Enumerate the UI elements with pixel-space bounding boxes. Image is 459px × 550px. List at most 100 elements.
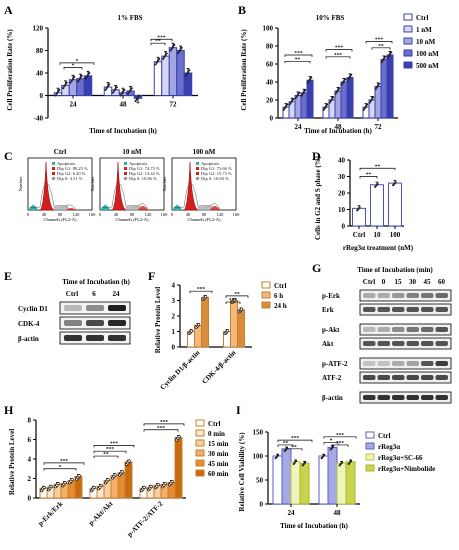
data-point	[69, 81, 72, 84]
blot-band	[377, 327, 390, 332]
data-point	[283, 449, 286, 453]
data-point	[120, 470, 124, 474]
data-point	[127, 92, 130, 95]
x-tick-label: 160	[161, 212, 169, 217]
data-point	[334, 92, 337, 95]
significance-bracket	[365, 41, 393, 44]
x-tick-label: p-Akt/Akt	[87, 499, 115, 527]
data-point	[65, 81, 68, 84]
data-point	[71, 77, 75, 80]
data-point	[135, 98, 138, 101]
y-tick-label: 2	[172, 313, 176, 321]
blot-band	[406, 341, 419, 346]
data-point	[382, 57, 386, 60]
data-point	[350, 459, 353, 463]
legend-label: 10 nM	[416, 38, 436, 46]
significance-marker: ***	[336, 432, 345, 438]
x-tick-label: Cyclin D1/β-actin	[159, 349, 202, 392]
data-point	[332, 96, 335, 99]
significance-marker: ***	[106, 447, 115, 453]
legend-swatch	[403, 13, 413, 21]
data-point	[376, 84, 380, 87]
data-point	[105, 86, 108, 90]
blot-band	[363, 395, 376, 400]
blot-band	[64, 320, 82, 326]
data-point	[338, 87, 341, 90]
blot-band	[406, 293, 419, 298]
significance-marker: ***	[229, 298, 238, 304]
legend-label: Ctrl	[378, 432, 390, 440]
legend-swatch	[261, 281, 271, 289]
significance-marker: ***	[197, 287, 206, 293]
legend-swatch	[365, 464, 375, 472]
histogram-legend-label: Dip G2: 6.20 %	[57, 171, 86, 176]
data-point	[328, 101, 331, 104]
y-tick-label: 150	[253, 429, 264, 437]
data-point	[170, 47, 173, 50]
legend-label: 15 min	[208, 440, 229, 448]
data-point	[62, 86, 65, 90]
histogram-legend-label: Dip S: 4.51 %	[57, 176, 83, 181]
significance-marker: **	[103, 452, 109, 458]
data-point	[169, 49, 172, 52]
blot-band	[363, 361, 376, 366]
data-point	[127, 459, 131, 463]
y-tick-label: 6	[28, 436, 32, 444]
bar	[327, 446, 338, 505]
x-tick-label: 0	[99, 212, 102, 217]
bar	[237, 309, 245, 348]
bar	[318, 455, 329, 505]
histogram-frame	[171, 157, 237, 211]
y-tick-label: 0	[270, 115, 274, 123]
data-point	[326, 103, 329, 106]
legend-swatch	[403, 25, 413, 33]
data-point	[84, 77, 87, 80]
x-tick-label: 72	[170, 101, 178, 109]
blot-band	[392, 375, 405, 380]
histogram-xlabel: Channels (FL2-A)	[115, 217, 149, 222]
significance-bracket	[359, 176, 378, 179]
bar	[386, 54, 394, 119]
panel-f-ylabel: Relative Protein Level	[154, 287, 162, 353]
histogram-ylabel: Number	[162, 176, 167, 191]
histogram-ylabel: Number	[90, 176, 95, 191]
data-point	[88, 72, 91, 75]
blot-g-column-label: 0	[382, 278, 386, 286]
data-point	[158, 57, 161, 61]
blot-g-column-label: Ctrl	[363, 278, 375, 286]
data-point	[301, 92, 304, 95]
data-point	[394, 181, 397, 184]
bar	[299, 462, 310, 505]
panel-b-xlabel: Time of Incubation (h)	[304, 127, 372, 135]
data-point	[350, 73, 353, 76]
histogram-legend-label: Dip G1: 89.25 %	[57, 166, 88, 171]
blot-strip	[359, 357, 452, 370]
data-point	[115, 86, 118, 89]
s-phase-area	[53, 205, 69, 211]
histogram-legend-label: Apoptosis	[201, 161, 220, 166]
y-tick-label: 100	[263, 25, 274, 33]
data-point	[301, 464, 304, 467]
bar	[281, 448, 292, 505]
data-point	[378, 82, 381, 85]
significance-bracket	[43, 468, 77, 471]
data-point	[310, 76, 313, 79]
data-point	[121, 90, 125, 93]
bar	[201, 296, 209, 348]
bar	[374, 86, 382, 119]
blot-g-column-label: 30	[409, 278, 417, 286]
x-tick-label: 160	[233, 212, 241, 217]
x-tick-label: 48	[120, 101, 128, 109]
blot-e-row-label: CDK-4	[18, 320, 40, 328]
y-tick-label: 0	[40, 92, 44, 100]
legend-swatch	[195, 419, 205, 427]
blot-band	[377, 293, 390, 298]
data-point	[329, 448, 332, 451]
data-point	[79, 76, 82, 79]
blot-band	[406, 307, 419, 312]
x-tick-label: 24	[70, 101, 78, 109]
g2-peak	[210, 206, 220, 210]
g2-peak	[138, 206, 148, 210]
legend-swatch	[195, 429, 205, 437]
panel-label-b: B	[238, 3, 246, 17]
